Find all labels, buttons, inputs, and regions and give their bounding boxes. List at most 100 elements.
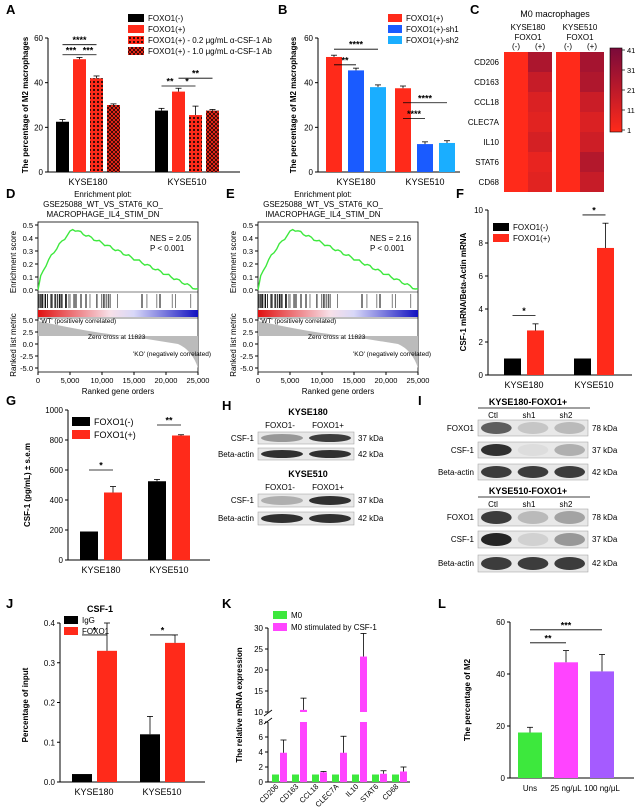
panel-g-ylabel: CSF-1 (pg/mL) ± s.e.m: [23, 443, 32, 527]
panel-d-letter: D: [6, 186, 15, 201]
panel-c-gap: [553, 52, 556, 192]
panel-i-blot-band: [481, 511, 512, 524]
panel-k-legend-label: M0: [291, 611, 303, 620]
panel-k-bar-m0: [292, 774, 299, 782]
panel-c-cell: [504, 92, 528, 112]
panel-j-legend-label: FOXO1: [82, 627, 110, 636]
panel-c-row: IL10: [483, 138, 499, 147]
panel-g-bar: [148, 481, 166, 560]
y-tick-label: 20: [496, 722, 505, 731]
panel-j-bar: [97, 650, 117, 782]
panel-g-bar: [104, 492, 122, 560]
panel-e-xlabel: Ranked gene orders: [302, 387, 375, 396]
y-tick-label: 0: [501, 774, 506, 783]
panel-b-bar: [439, 142, 455, 172]
panel-c-sign: (+): [587, 42, 597, 51]
panel-j-legend-label: IgG: [82, 616, 95, 625]
panel-e-x-tick: 15,000: [343, 376, 366, 385]
panel-f-bar: [574, 358, 591, 375]
panel-g-legend-label: FOXO1(-): [94, 417, 134, 427]
significance-label: ****: [407, 109, 422, 119]
panel-i-blot-band: [554, 533, 586, 546]
panel-i-blot-band: [481, 466, 512, 478]
y-tick-label: 40: [496, 670, 505, 679]
significance-label: *: [522, 306, 526, 316]
panel-e-rank-bar: [258, 310, 418, 317]
panel-c-cell: [528, 52, 552, 72]
panel-g-bar: [80, 531, 98, 560]
panel-i-kda: 37 kDa: [592, 535, 618, 544]
panel-d-x-tick: 5,000: [61, 376, 80, 385]
panel-e-enrichment-curve: [257, 228, 419, 291]
significance-label: *: [592, 205, 596, 215]
panel-e-rl-tick: 2.5: [243, 328, 253, 337]
panel-l-letter: L: [438, 596, 446, 611]
panel-e-es-tick: 0.2: [243, 260, 253, 269]
panel-h-blot-band: [261, 514, 303, 523]
panel-b-bar: [348, 70, 364, 172]
panel-i-row: Beta-actin: [438, 559, 474, 568]
y-tick-label: 20: [34, 123, 43, 132]
panel-k-y-tick: 25: [254, 645, 263, 654]
panel-i-blot-band: [517, 444, 549, 456]
panel-b-bar: [417, 144, 433, 172]
panel-i-row: FOXO1: [447, 513, 475, 522]
panel-b-category: KYSE180: [336, 177, 375, 187]
panel-i-kda: 42 kDa: [592, 468, 618, 477]
y-tick-label: 1000: [45, 406, 63, 415]
panel-h-blot-band: [309, 496, 351, 505]
panel-d-x-tick: 20,000: [155, 376, 178, 385]
panel-a-bar: [56, 121, 69, 172]
panel-h-blot-band: [261, 434, 303, 442]
panel-f-letter: F: [456, 186, 464, 201]
panel-c-colorbar: [609, 47, 623, 133]
panel-h-lane: FOXO1+: [312, 421, 344, 430]
panel-i-lane: sh1: [523, 500, 536, 509]
panel-f-legend-swatch: [493, 223, 509, 231]
y-tick-label: 4: [479, 305, 484, 314]
panel-h-row: Beta-actin: [218, 514, 254, 523]
panel-a-legend-label: FOXO1(+) - 1.0 μg/mL α-CSF-1 Ab: [148, 47, 272, 56]
panel-e-es-tick: 0.3: [243, 247, 253, 256]
y-tick-label: 0.2: [44, 699, 56, 708]
panel-e-pos-label: 'WT' (positively correlated): [260, 318, 336, 325]
panel-f-category: KYSE180: [504, 380, 543, 390]
panel-k-y-tick: 15: [254, 687, 263, 696]
panel-k-bar-csf: [320, 772, 327, 782]
panel-c-col: KYSE510: [563, 23, 598, 32]
panel-j-bar: [165, 642, 185, 782]
panel-b-legend-label: FOXO1(+)-sh1: [406, 25, 459, 34]
panel-i-letter: I: [418, 393, 422, 408]
panel-k-bar-csf: [300, 709, 307, 712]
panel-j-title: CSF-1: [87, 604, 113, 614]
panel-c-scale-label: 41: [627, 46, 635, 55]
y-tick-label: 0.4: [44, 619, 56, 628]
panel-d-rank-bar: [38, 310, 198, 317]
panel-k-category: STAT6: [358, 782, 380, 804]
panel-h-blot-band: [261, 496, 303, 505]
panel-g-letter: G: [6, 393, 16, 408]
panel-d-zero-label: Zero cross at 11823: [88, 334, 146, 341]
panel-k-legend-label: M0 stimulated by CSF-1: [291, 623, 377, 632]
panel-a-legend-label: FOXO1(-): [148, 14, 183, 23]
panel-i-blot-band: [517, 557, 549, 570]
significance-label: *: [99, 461, 103, 471]
panel-d-x-tick: 15,000: [123, 376, 146, 385]
panel-k-bar-m0: [272, 774, 279, 782]
panel-h-lane: FOXO1+: [312, 483, 344, 492]
panel-i-kda: 78 kDa: [592, 513, 618, 522]
panel-h-title1: KYSE180: [288, 407, 328, 417]
panel-j-bar: [72, 774, 92, 782]
panel-d-x-tick: 10,000: [91, 376, 114, 385]
panel-d-rl-tick: 2.5: [23, 328, 33, 337]
panel-f-legend-label: FOXO1(-): [513, 223, 548, 232]
panel-k-bar-csf: [400, 771, 407, 782]
panel-i-row: Beta-actin: [438, 468, 474, 477]
panel-c-letter: C: [470, 2, 480, 17]
y-tick-label: 0.0: [44, 778, 56, 787]
panel-g-category: KYSE180: [81, 565, 120, 575]
panel-h-kda: 42 kDa: [358, 514, 384, 523]
panel-k-y-tick: 6: [259, 733, 264, 742]
panel-d-pos-label: 'WT' (positively correlated): [40, 318, 116, 325]
